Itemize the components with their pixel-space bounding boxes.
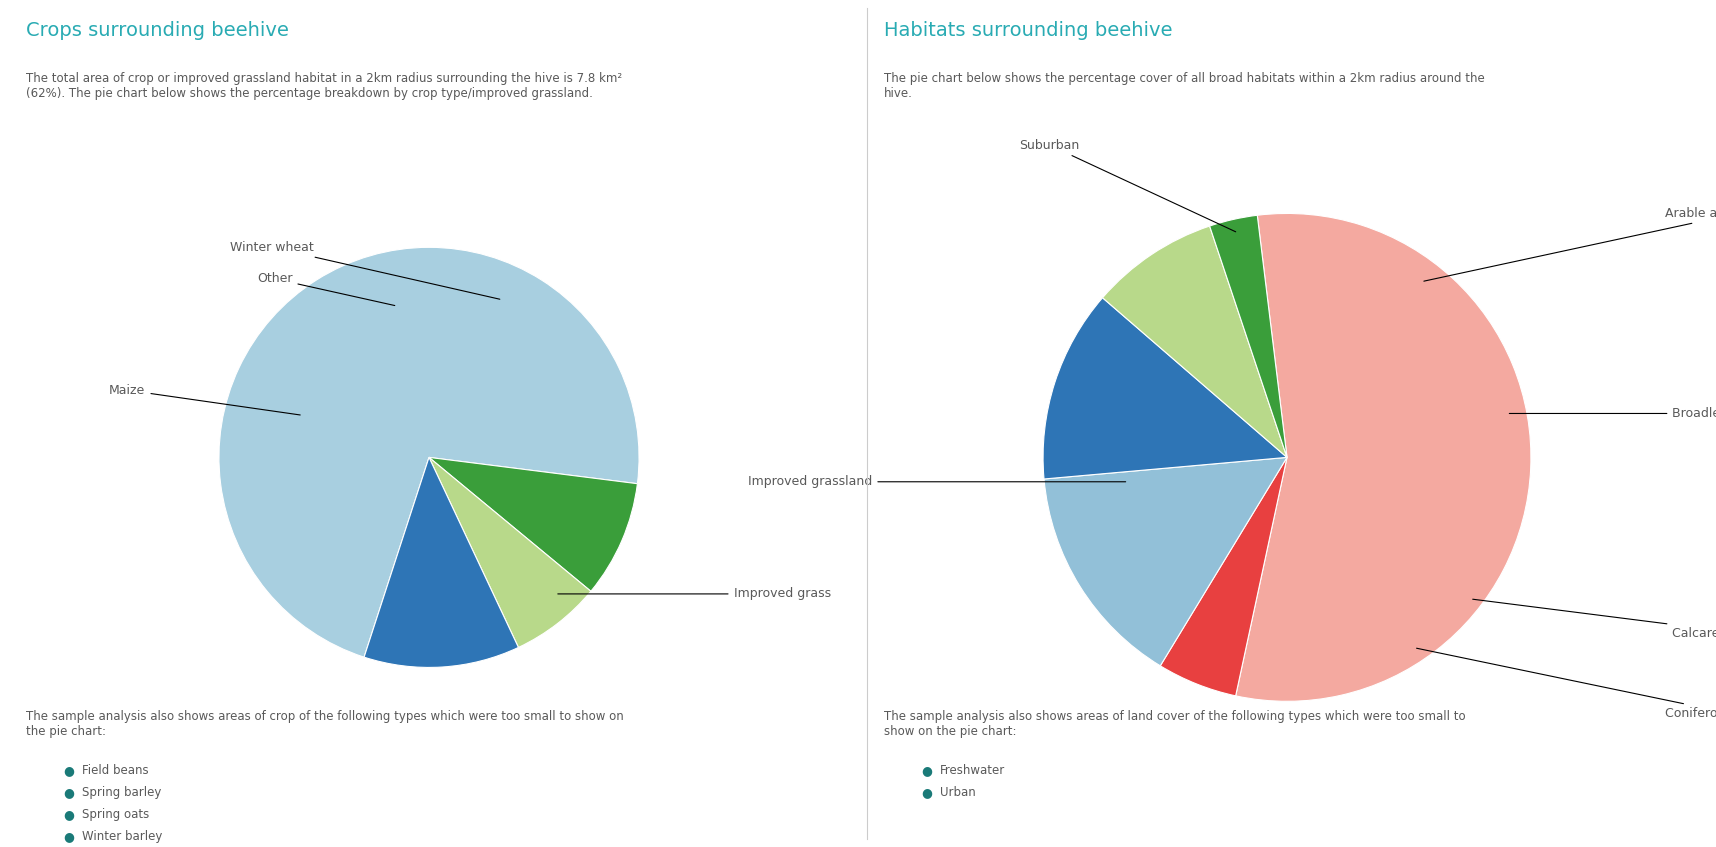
Text: Field beans: Field beans: [82, 764, 149, 777]
Text: The sample analysis also shows areas of land cover of the following types which : The sample analysis also shows areas of …: [884, 710, 1465, 738]
Text: Urban: Urban: [940, 786, 976, 799]
Wedge shape: [1043, 457, 1287, 666]
Text: Freshwater: Freshwater: [940, 764, 1006, 777]
Wedge shape: [1210, 215, 1287, 457]
Wedge shape: [429, 457, 637, 591]
Text: Spring barley: Spring barley: [82, 786, 161, 799]
Wedge shape: [1160, 457, 1287, 696]
Text: Winter wheat: Winter wheat: [230, 241, 499, 299]
Text: Habitats surrounding beehive: Habitats surrounding beehive: [884, 21, 1172, 40]
Text: Broadleaf woodland: Broadleaf woodland: [1510, 407, 1716, 420]
Wedge shape: [1103, 226, 1287, 457]
Wedge shape: [220, 247, 638, 657]
Text: Spring oats: Spring oats: [82, 808, 149, 821]
Wedge shape: [1236, 213, 1531, 701]
Text: ●: ●: [63, 786, 74, 799]
Wedge shape: [364, 457, 518, 667]
Text: Calcareous grassland: Calcareous grassland: [1472, 599, 1716, 639]
Text: Crops surrounding beehive: Crops surrounding beehive: [26, 21, 288, 40]
Text: ●: ●: [63, 830, 74, 843]
Text: Suburban: Suburban: [1019, 139, 1236, 232]
Text: ●: ●: [63, 764, 74, 777]
Wedge shape: [429, 457, 590, 647]
Text: ●: ●: [63, 808, 74, 821]
Text: ●: ●: [921, 786, 932, 799]
Text: The pie chart below shows the percentage cover of all broad habitats within a 2k: The pie chart below shows the percentage…: [884, 72, 1484, 100]
Text: The total area of crop or improved grassland habitat in a 2km radius surrounding: The total area of crop or improved grass…: [26, 72, 621, 100]
Text: Arable and horticulture: Arable and horticulture: [1424, 207, 1716, 281]
Wedge shape: [1043, 298, 1287, 479]
Text: ●: ●: [921, 764, 932, 777]
Text: Coniferous woodland: Coniferous woodland: [1417, 648, 1716, 720]
Text: Winter barley: Winter barley: [82, 830, 163, 843]
Text: Improved grass: Improved grass: [558, 588, 831, 601]
Text: Other: Other: [257, 273, 395, 306]
Text: The sample analysis also shows areas of crop of the following types which were t: The sample analysis also shows areas of …: [26, 710, 623, 738]
Text: Maize: Maize: [110, 384, 300, 415]
Text: Improved grassland: Improved grassland: [748, 475, 1126, 488]
